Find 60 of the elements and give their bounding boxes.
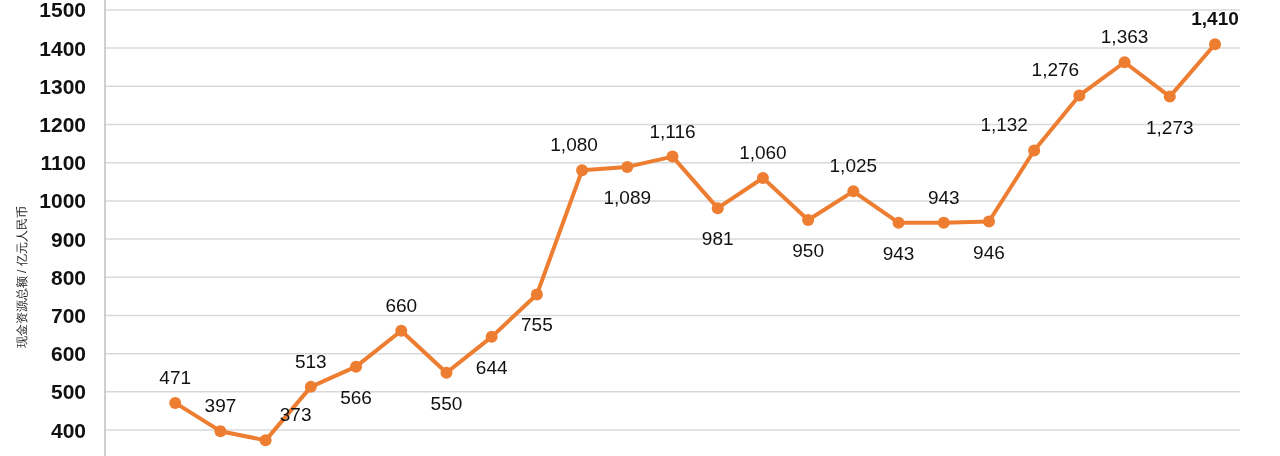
data-label: 755 — [521, 313, 553, 335]
data-label: 981 — [701, 227, 734, 249]
point — [892, 216, 905, 229]
y-tick-label: 1200 — [39, 113, 86, 136]
data-label: 644 — [475, 356, 508, 378]
point — [937, 216, 950, 229]
data-label: 513 — [294, 350, 327, 372]
data-label: 943 — [927, 186, 960, 208]
y-tick-label: 800 — [50, 265, 86, 289]
data-label: 943 — [882, 242, 915, 264]
point — [802, 213, 815, 226]
y-tick-label: 900 — [50, 227, 86, 251]
data-label: 397 — [204, 394, 237, 416]
y-tick-label: 500 — [50, 380, 86, 404]
y-axis-title: 现金资源总额 / 亿元人民币 — [15, 206, 29, 349]
point — [530, 288, 543, 301]
point — [259, 434, 272, 447]
point — [1209, 38, 1221, 51]
data-label: 1,080 — [550, 133, 598, 155]
point — [1028, 144, 1041, 157]
point — [621, 160, 634, 173]
data-label: 1,410 — [1191, 7, 1239, 29]
y-tick-label: 1500 — [39, 0, 86, 22]
point — [440, 366, 453, 379]
data-label: 471 — [159, 366, 192, 388]
data-label: 946 — [973, 241, 1005, 263]
point — [1163, 90, 1176, 103]
point — [169, 396, 182, 409]
y-tick-label: 1100 — [40, 151, 86, 175]
y-tick-label: 400 — [50, 418, 86, 442]
point — [847, 185, 860, 198]
point — [756, 171, 769, 184]
point — [214, 425, 227, 438]
y-tick-label: 700 — [50, 303, 86, 327]
point — [350, 360, 363, 373]
data-label: 1,273 — [1146, 116, 1194, 138]
y-tick-label: 1000 — [39, 189, 86, 213]
point — [1073, 89, 1086, 102]
data-label: 1,276 — [1031, 58, 1080, 80]
data-label: 950 — [792, 239, 824, 261]
point — [485, 330, 498, 343]
y-tick-label: 600 — [50, 342, 86, 366]
y-tick-label: 1400 — [39, 36, 86, 60]
data-label: 550 — [430, 392, 463, 414]
point — [1118, 56, 1131, 69]
data-label: 1,025 — [829, 154, 878, 176]
data-label: 1,363 — [1100, 25, 1149, 47]
data-label: 1,132 — [980, 113, 1028, 135]
y-tick-label: 1300 — [39, 74, 86, 98]
point — [576, 164, 589, 177]
data-label: 660 — [385, 294, 418, 316]
data-label: 1,116 — [649, 120, 696, 142]
data-label: 1,060 — [739, 141, 787, 163]
point — [711, 202, 724, 215]
point — [982, 215, 995, 228]
point — [304, 380, 317, 393]
point — [395, 324, 408, 337]
point — [666, 150, 679, 163]
data-label: 566 — [340, 386, 372, 408]
data-label: 1,089 — [603, 186, 652, 208]
